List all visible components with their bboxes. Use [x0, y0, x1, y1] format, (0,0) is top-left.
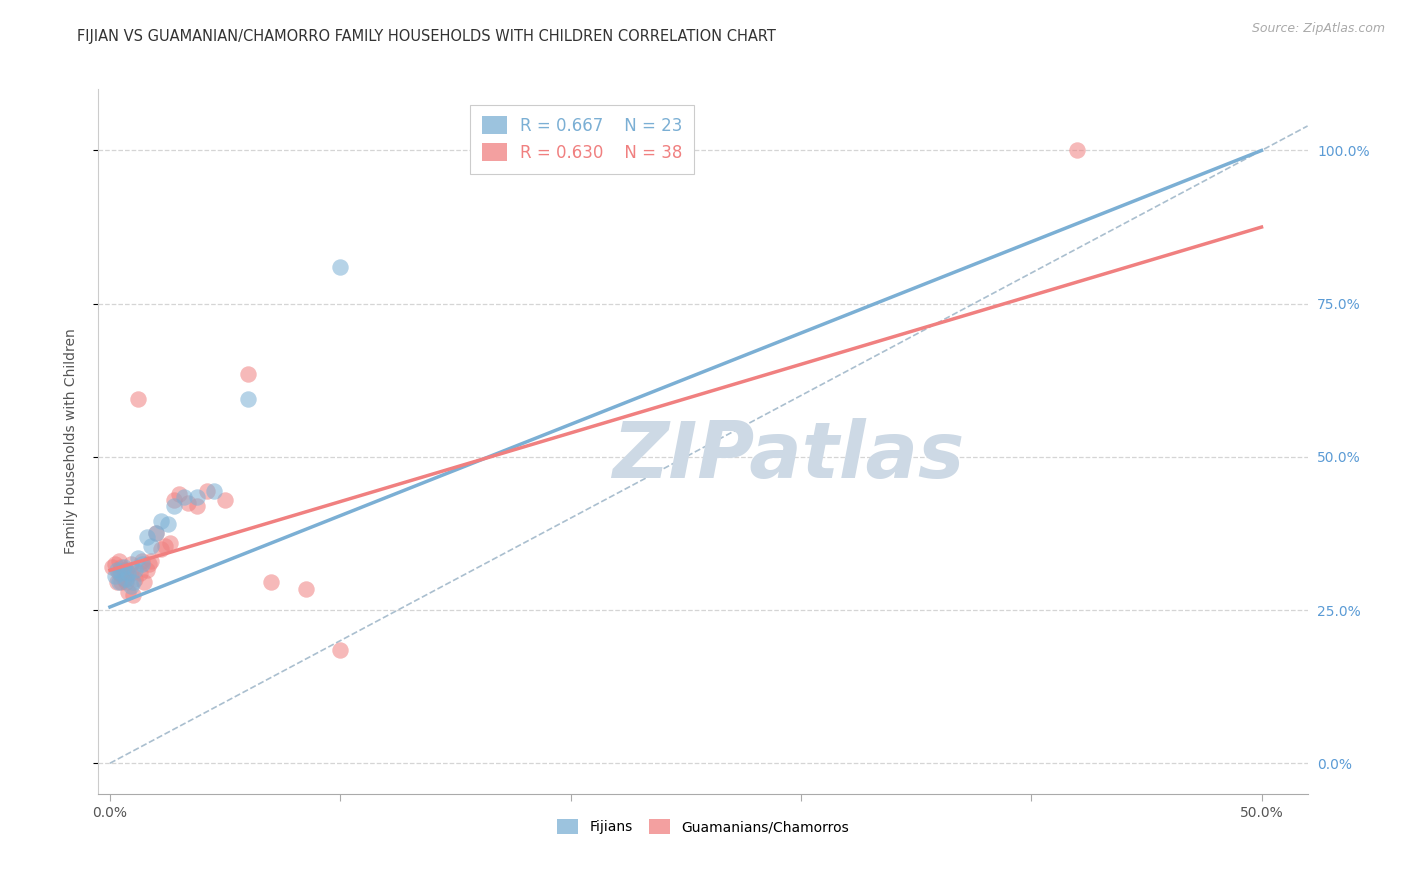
Point — [112, 560, 135, 574]
Point — [103, 569, 125, 583]
Point — [135, 529, 157, 543]
Point — [294, 582, 316, 596]
Point — [163, 492, 186, 507]
Point — [127, 551, 149, 566]
Point — [260, 575, 283, 590]
Point — [195, 483, 218, 498]
Point — [124, 563, 146, 577]
Point — [112, 563, 135, 577]
Point — [159, 535, 181, 549]
Point — [115, 563, 138, 577]
Point — [131, 557, 153, 571]
Point — [155, 539, 177, 553]
Point — [236, 367, 259, 381]
Point — [163, 499, 186, 513]
Point — [115, 573, 138, 587]
Point — [128, 566, 150, 581]
Point — [134, 575, 156, 590]
Point — [156, 517, 179, 532]
Point — [173, 490, 195, 504]
Text: ZIPatlas: ZIPatlas — [612, 417, 963, 493]
Point — [105, 575, 128, 590]
Point — [124, 573, 146, 587]
Point — [145, 526, 167, 541]
Point — [103, 557, 125, 571]
Point — [110, 560, 132, 574]
Point — [1066, 144, 1088, 158]
Point — [120, 578, 142, 592]
Point — [186, 490, 208, 504]
Point — [110, 566, 132, 581]
Point — [122, 575, 145, 590]
Point — [186, 499, 208, 513]
Point — [141, 554, 163, 568]
Text: Source: ZipAtlas.com: Source: ZipAtlas.com — [1251, 22, 1385, 36]
Point — [122, 588, 145, 602]
Point — [120, 566, 142, 581]
Point — [112, 573, 135, 587]
Point — [202, 483, 225, 498]
Point — [108, 566, 131, 581]
Point — [167, 486, 190, 500]
Point — [329, 643, 352, 657]
Point — [145, 526, 167, 541]
Text: FIJIAN VS GUAMANIAN/CHAMORRO FAMILY HOUSEHOLDS WITH CHILDREN CORRELATION CHART: FIJIAN VS GUAMANIAN/CHAMORRO FAMILY HOUS… — [77, 29, 776, 44]
Point — [120, 557, 142, 571]
Point — [117, 566, 139, 581]
Point — [177, 496, 200, 510]
Point — [149, 514, 172, 528]
Point — [141, 539, 163, 553]
Point — [131, 554, 153, 568]
Point — [135, 563, 157, 577]
Point — [101, 560, 124, 574]
Point — [329, 260, 352, 274]
Y-axis label: Family Households with Children: Family Households with Children — [63, 328, 77, 555]
Point — [108, 554, 131, 568]
Point — [127, 392, 149, 406]
Legend: Fijians, Guamanians/Chamorros: Fijians, Guamanians/Chamorros — [551, 814, 855, 839]
Point — [149, 541, 172, 556]
Point — [138, 557, 160, 571]
Point — [108, 575, 131, 590]
Point — [117, 584, 139, 599]
Point — [214, 492, 236, 507]
Point — [105, 563, 128, 577]
Point — [110, 575, 132, 590]
Point — [115, 575, 138, 590]
Point — [236, 392, 259, 406]
